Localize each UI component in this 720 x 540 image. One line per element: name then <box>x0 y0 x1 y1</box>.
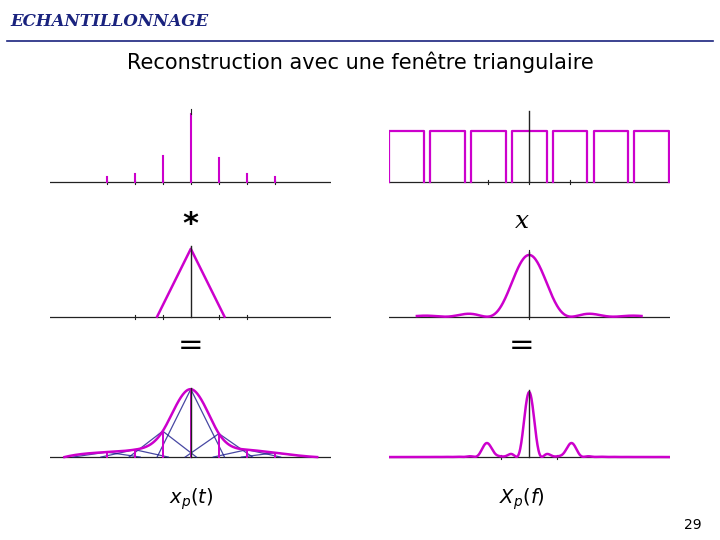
Text: =: = <box>509 331 535 360</box>
Text: ECHANTILLONNAGE: ECHANTILLONNAGE <box>11 14 209 30</box>
Text: 29: 29 <box>685 518 702 532</box>
Text: $x_p(t)$: $x_p(t)$ <box>168 487 213 512</box>
Text: Reconstruction avec une fenêtre triangulaire: Reconstruction avec une fenêtre triangul… <box>127 51 593 73</box>
Text: x: x <box>515 210 529 233</box>
Text: =: = <box>178 331 204 360</box>
Text: *: * <box>183 210 199 239</box>
Text: $X_p(f)$: $X_p(f)$ <box>499 487 545 512</box>
